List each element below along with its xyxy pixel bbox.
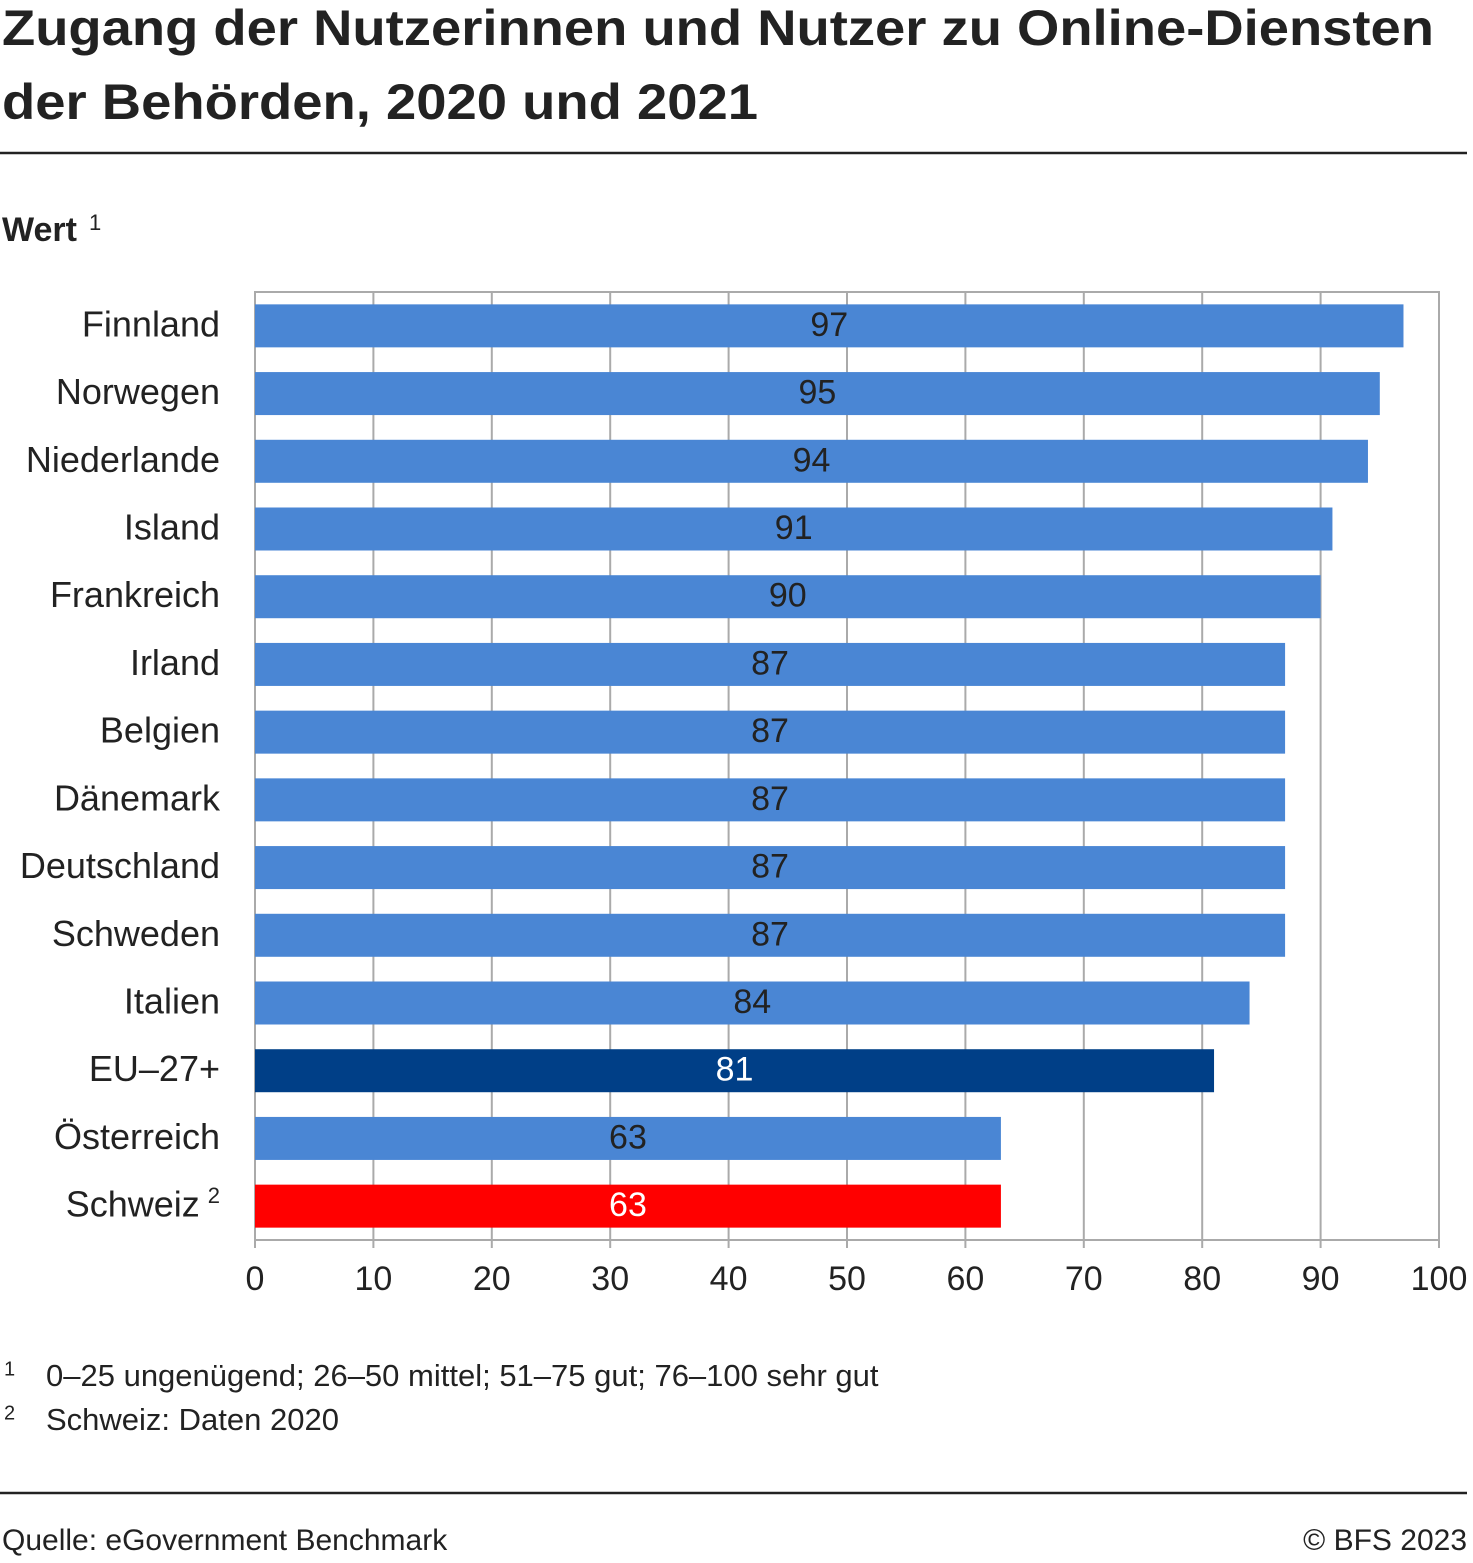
chart-title: Zugang der Nutzerinnen und Nutzer zu Onl… [2, 0, 1434, 56]
y-tick-label: Italien [124, 981, 220, 1022]
x-tick-label: 10 [354, 1260, 392, 1298]
x-tick-label: 0 [246, 1260, 265, 1298]
value-label: 84 [733, 983, 771, 1021]
footnote-marker: 2 [4, 1402, 15, 1424]
bar [255, 372, 1380, 416]
value-label: 81 [716, 1051, 754, 1089]
x-tick-label: 80 [1183, 1260, 1221, 1298]
bar [255, 642, 1286, 686]
x-tick-label: 60 [946, 1260, 984, 1298]
axis-label-note: 1 [89, 210, 101, 235]
footnote: 0–25 ungenügend; 26–50 mittel; 51–75 gut… [46, 1358, 879, 1393]
y-tick-label: Belgien [100, 710, 220, 751]
bar [255, 778, 1286, 822]
x-tick-label: 30 [591, 1260, 629, 1298]
value-label: 87 [751, 780, 789, 818]
bar [255, 913, 1286, 957]
bar [255, 507, 1333, 551]
category-note: 2 [208, 1183, 220, 1208]
y-tick-label: EU–27+ [89, 1048, 220, 1089]
y-tick-label: Dänemark [54, 777, 221, 818]
bar [255, 1184, 1001, 1228]
footnote: Schweiz: Daten 2020 [46, 1402, 339, 1437]
bar [255, 439, 1368, 483]
bar [255, 575, 1321, 619]
value-label: 97 [810, 306, 848, 344]
y-tick-label: Finnland [82, 303, 220, 344]
y-tick-label: Frankreich [50, 574, 220, 615]
y-tick-label: Schweden [52, 913, 220, 954]
footnote-marker: 1 [4, 1358, 15, 1380]
bar [255, 1049, 1215, 1093]
x-tick-label: 100 [1411, 1260, 1468, 1298]
axis-label: Wert [2, 211, 77, 249]
value-label: 63 [609, 1118, 647, 1156]
value-label: 94 [793, 441, 831, 479]
y-tick-label: Irland [130, 642, 220, 683]
copyright: © BFS 2023 [1303, 1524, 1467, 1557]
value-label: 91 [775, 509, 813, 547]
y-tick-label: Island [124, 507, 220, 548]
x-tick-label: 40 [710, 1260, 748, 1298]
chart-title: der Behörden, 2020 und 2021 [2, 74, 758, 130]
source: Quelle: eGovernment Benchmark [2, 1524, 448, 1557]
value-label: 95 [798, 374, 836, 412]
x-tick-label: 70 [1065, 1260, 1103, 1298]
bar [255, 304, 1404, 348]
x-tick-label: 90 [1302, 1260, 1340, 1298]
value-label: 87 [751, 848, 789, 886]
bar [255, 981, 1250, 1025]
y-tick-label: Schweiz [66, 1184, 200, 1225]
x-tick-label: 50 [828, 1260, 866, 1298]
value-label: 87 [751, 644, 789, 682]
value-label: 90 [769, 577, 807, 615]
value-label: 87 [751, 712, 789, 750]
bar [255, 1116, 1001, 1160]
y-tick-label: Niederlande [26, 439, 220, 480]
x-tick-label: 20 [473, 1260, 511, 1298]
bar [255, 846, 1286, 890]
y-tick-label: Deutschland [20, 845, 220, 886]
plot-frame [254, 291, 1440, 1241]
y-tick-label: Österreich [54, 1116, 220, 1157]
value-label: 63 [609, 1186, 647, 1224]
value-label: 87 [751, 915, 789, 953]
y-tick-label: Norwegen [56, 371, 220, 412]
bar [255, 710, 1286, 754]
